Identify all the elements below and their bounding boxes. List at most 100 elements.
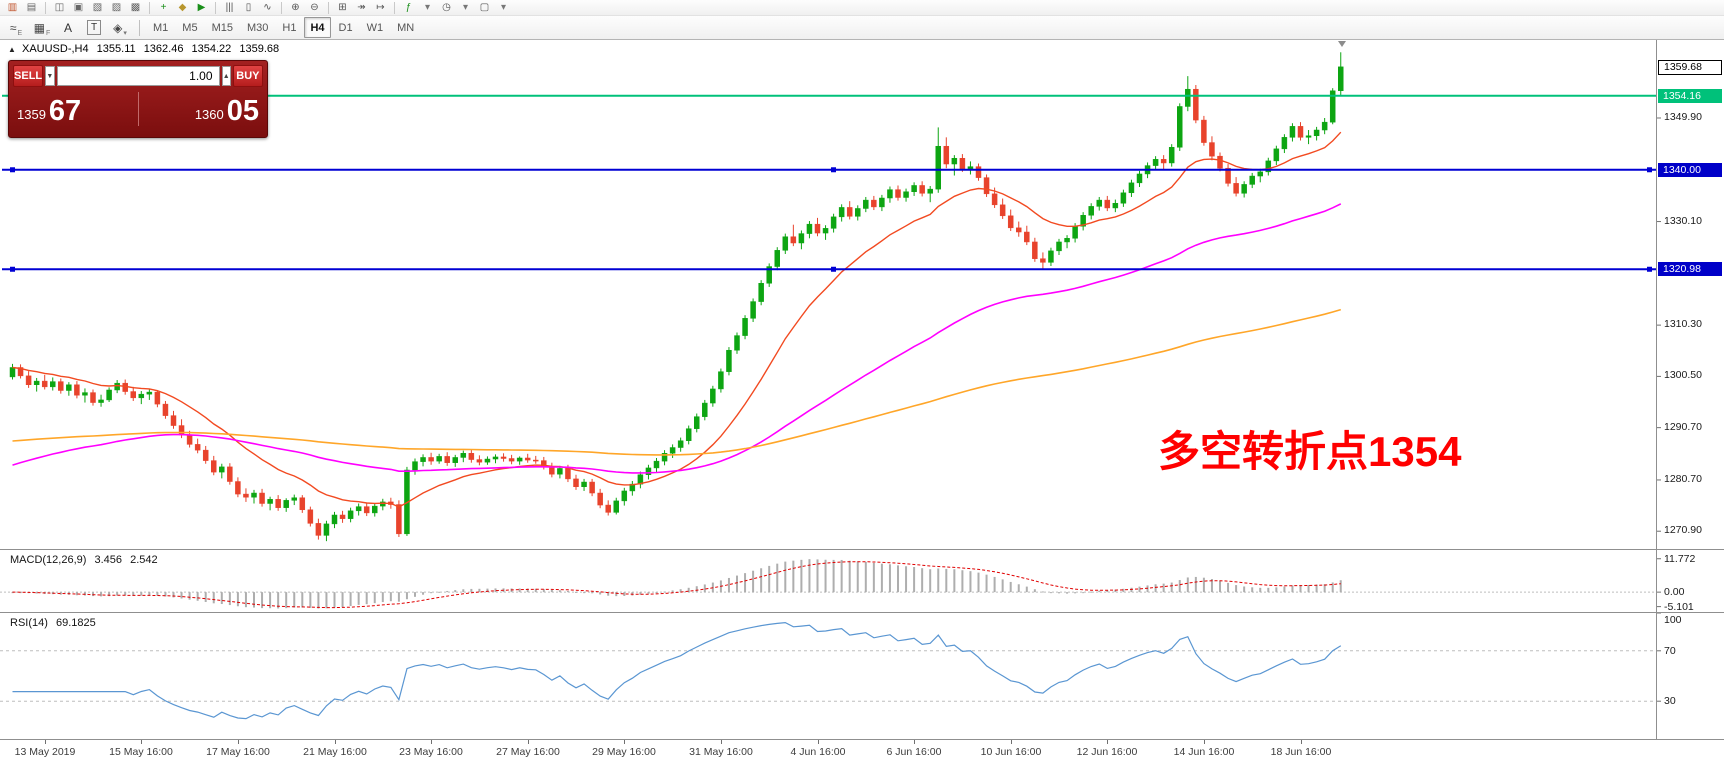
zoom-in-icon[interactable]: ⊕ xyxy=(287,1,304,14)
auto-scroll-icon[interactable]: ↠ xyxy=(353,1,370,14)
timeframe-mn-button[interactable]: MN xyxy=(397,21,415,34)
time-axis-label: 31 May 16:00 xyxy=(689,746,753,758)
time-axis-label: 10 Jun 16:00 xyxy=(980,746,1042,758)
hline-handle[interactable] xyxy=(831,167,836,173)
navigator-icon[interactable]: ▧ xyxy=(89,1,106,14)
zoom-out-icon[interactable]: ⊖ xyxy=(306,1,323,14)
terminal-icon: ▨ xyxy=(111,2,122,13)
new-order-icon[interactable]: + xyxy=(155,1,172,14)
autotrading-icon[interactable]: ▶ xyxy=(193,1,210,14)
line-chart-icon[interactable]: ∿ xyxy=(259,1,276,14)
price-divider xyxy=(137,92,139,126)
price-axis-label: 1310.30 xyxy=(1664,318,1702,330)
periods-icon[interactable]: ◷ xyxy=(438,1,455,14)
sell-button[interactable]: SELL xyxy=(13,65,44,87)
volume-up-icon[interactable]: ▲ xyxy=(221,66,231,86)
rsi-panel[interactable] xyxy=(0,613,1656,739)
rsi-layer xyxy=(0,621,1656,720)
rsi-title: RSI(14) 69.1825 xyxy=(10,617,101,629)
toolbar-line-studies: ≈ E ▦ F A T ◈ ▾ M1 M5 M15 M30 H1 H4 D1 W1 MN xyxy=(0,16,1724,40)
metaeditor-icon[interactable]: ◆ xyxy=(174,1,191,14)
timeframe-h1-button[interactable]: H1 xyxy=(282,21,297,34)
chart-ohlc-header: ▲ XAUUSD-,H4 1355.11 1362.46 1354.22 135… xyxy=(8,43,284,55)
timeframe-m15-button[interactable]: M15 xyxy=(211,21,233,34)
volume-down-icon[interactable]: ▼ xyxy=(45,66,55,86)
data-window-icon[interactable]: ▣ xyxy=(70,1,87,14)
toolbar-separator xyxy=(328,1,329,14)
rsi-axis-label: 30 xyxy=(1664,695,1676,707)
templates-icon[interactable]: ▢ xyxy=(476,1,493,14)
macd-panel[interactable] xyxy=(0,551,1656,612)
hline-handle[interactable] xyxy=(10,167,15,173)
tile-windows-icon[interactable]: ⊞ xyxy=(334,1,351,14)
timeframe-d1-button[interactable]: D1 xyxy=(338,21,353,34)
timeframe-m30-button[interactable]: M30 xyxy=(246,21,269,34)
periods-dropdown-icon: ▾ xyxy=(462,2,469,13)
macd-signal-value: 2.542 xyxy=(130,554,158,566)
strategy-tester-icon[interactable]: ▩ xyxy=(127,1,144,14)
macd-name: MACD(12,26,9) xyxy=(10,554,87,566)
new-chart-icon[interactable]: ▥ xyxy=(4,1,21,14)
candles-layer xyxy=(9,52,1344,542)
macd-panel-divider[interactable] xyxy=(0,549,1724,550)
fibonacci-grid-icon: ▦ xyxy=(33,20,46,35)
hline-handle[interactable] xyxy=(1647,266,1652,272)
collapse-panel-icon[interactable]: ▲ xyxy=(8,45,16,54)
time-axis-tick xyxy=(335,740,336,744)
terminal-icon[interactable]: ▨ xyxy=(108,1,125,14)
rsi-line xyxy=(12,621,1342,720)
market-watch-icon[interactable]: ◫ xyxy=(51,1,68,14)
tile-windows-icon: ⊞ xyxy=(338,2,347,13)
toolbar-separator xyxy=(394,1,395,14)
candlestick-icon[interactable]: ▯ xyxy=(240,1,257,14)
rsi-axis-label: 70 xyxy=(1664,645,1676,657)
time-scale[interactable]: 13 May 2019 15 May 16:00 17 May 16:00 21 Ma… xyxy=(0,740,1724,766)
periods-icon: ◷ xyxy=(442,2,451,13)
timeframe-h4-button[interactable]: H4 xyxy=(304,17,331,38)
hline-handle[interactable] xyxy=(831,266,836,272)
profiles-icon: ▤ xyxy=(26,2,37,13)
hline-handle[interactable] xyxy=(10,266,15,272)
elliott-wave-icon[interactable]: ≈ E xyxy=(4,18,28,38)
bar-chart-icon[interactable]: ||| xyxy=(221,1,238,14)
volume-input[interactable] xyxy=(56,66,220,86)
price-scale[interactable]: 1359.68 1354.16 1349.90 1340.00 1330.10 1320.… xyxy=(1657,39,1724,549)
text-label-icon[interactable]: T xyxy=(82,18,106,37)
open-value: 1355.11 xyxy=(96,43,136,55)
time-axis-tick xyxy=(431,740,432,744)
templates-dropdown-icon: ▾ xyxy=(500,2,507,13)
chart-shift-icon[interactable]: ↦ xyxy=(372,1,389,14)
objects-dropdown-icon: ◈ xyxy=(113,20,123,35)
timeframe-m5-button[interactable]: M5 xyxy=(182,21,198,34)
timeframe-m1-button[interactable]: M1 xyxy=(153,21,169,34)
price-scale-border xyxy=(1656,39,1657,740)
templates-dropdown-icon[interactable]: ▾ xyxy=(495,1,512,14)
price-axis-label: 1280.70 xyxy=(1664,473,1702,485)
rsi-panel-divider[interactable] xyxy=(0,612,1724,613)
time-axis-label: 12 Jun 16:00 xyxy=(1076,746,1138,758)
time-axis-label: 6 Jun 16:00 xyxy=(886,746,942,758)
fibonacci-grid-icon[interactable]: ▦ F xyxy=(30,18,54,38)
hline-handle[interactable] xyxy=(1647,167,1652,173)
text-icon[interactable]: A xyxy=(56,18,80,37)
close-value: 1359.68 xyxy=(239,43,280,55)
chart-text-annotation[interactable]: 多空转折点1354 xyxy=(1158,428,1462,475)
indicators-dropdown-icon[interactable]: ▾ xyxy=(419,1,436,14)
objects-dropdown-icon[interactable]: ◈ ▾ xyxy=(108,18,132,38)
buy-button[interactable]: BUY xyxy=(232,65,263,87)
chart-shift-marker-icon[interactable] xyxy=(1338,41,1346,47)
autotrading-icon: ▶ xyxy=(197,2,206,13)
time-axis-border xyxy=(0,739,1724,740)
level-price-badge-blue: 1320.98 xyxy=(1658,262,1722,276)
time-axis-label: 21 May 16:00 xyxy=(303,746,367,758)
timeframe-w1-button[interactable]: W1 xyxy=(366,21,384,34)
periods-dropdown-icon[interactable]: ▾ xyxy=(457,1,474,14)
time-axis-tick xyxy=(721,740,722,744)
indicators-icon[interactable]: ƒ xyxy=(400,1,417,14)
line-chart-icon: ∿ xyxy=(263,2,272,13)
time-axis-label: 27 May 16:00 xyxy=(496,746,560,758)
profiles-icon[interactable]: ▤ xyxy=(23,1,40,14)
time-axis-label: 18 Jun 16:00 xyxy=(1270,746,1332,758)
bar-chart-icon: ||| xyxy=(225,2,234,13)
